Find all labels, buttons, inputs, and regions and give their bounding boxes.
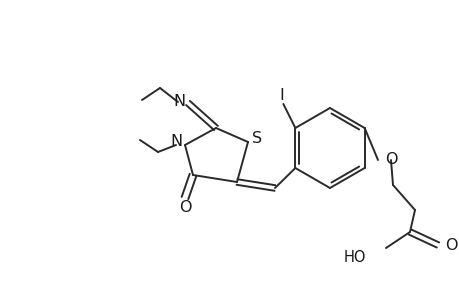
Text: O: O [384,152,397,166]
Text: S: S [252,130,262,146]
Text: O: O [444,238,457,253]
Text: O: O [179,200,191,214]
Text: I: I [278,88,283,103]
Text: N: N [169,134,182,148]
Text: HO: HO [343,250,365,266]
Text: N: N [173,94,185,109]
